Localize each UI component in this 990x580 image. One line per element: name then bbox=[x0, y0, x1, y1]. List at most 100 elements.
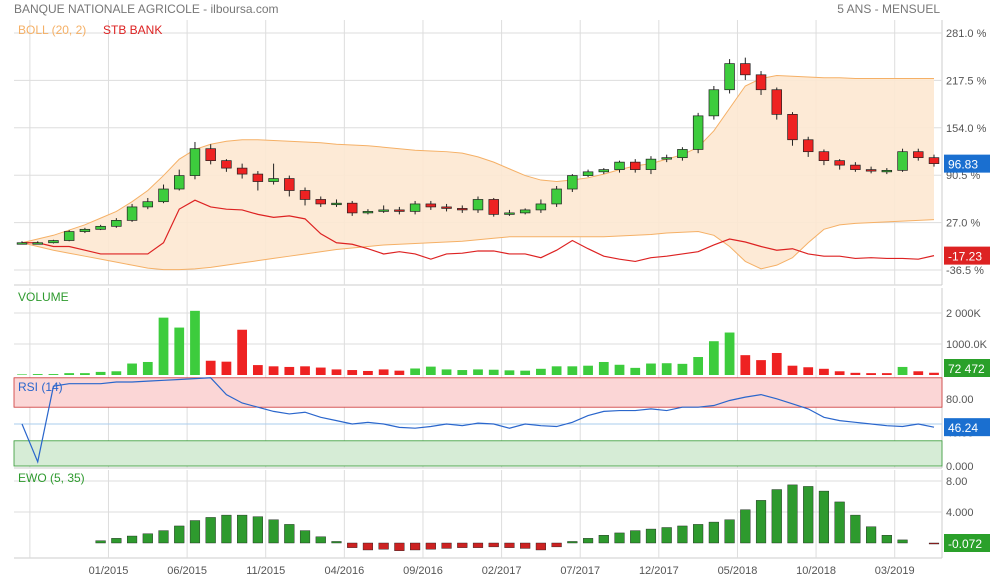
candle bbox=[504, 212, 515, 215]
candle bbox=[897, 151, 908, 171]
x-tick-label: 09/2016 bbox=[403, 565, 443, 577]
ewo-bar bbox=[425, 542, 436, 550]
candle bbox=[16, 242, 28, 245]
volume-bar bbox=[95, 371, 106, 375]
rsi-last-value-bg bbox=[944, 418, 990, 437]
ewo-bar bbox=[645, 528, 657, 544]
volume-bar bbox=[551, 366, 562, 375]
ewo-bar bbox=[724, 519, 735, 544]
ewo-bar bbox=[457, 542, 468, 548]
candle bbox=[126, 206, 138, 221]
candle bbox=[346, 202, 358, 214]
volume-bar bbox=[834, 371, 845, 375]
volume-bar bbox=[300, 366, 310, 375]
ewo-bar bbox=[237, 514, 248, 544]
volume-bar bbox=[520, 370, 531, 375]
volume-bar bbox=[48, 374, 59, 375]
volume-bar bbox=[347, 370, 358, 375]
candle bbox=[582, 171, 594, 176]
bollinger-lower-line bbox=[21, 219, 935, 271]
candle bbox=[111, 220, 122, 227]
ewo-bar bbox=[693, 524, 704, 544]
price-last-value: 96.83 bbox=[948, 158, 978, 172]
volume-bar bbox=[315, 367, 326, 375]
candle bbox=[236, 167, 248, 175]
candle bbox=[755, 74, 767, 91]
volume-last-value: 72 472 bbox=[948, 362, 985, 376]
ewo-bar bbox=[441, 542, 452, 549]
candle bbox=[48, 240, 59, 244]
ewo-bar bbox=[331, 541, 342, 544]
ewo-bar bbox=[221, 514, 232, 544]
ewo-bar bbox=[818, 490, 830, 544]
volume-bar bbox=[237, 329, 248, 375]
candle bbox=[740, 63, 751, 76]
volume-bar bbox=[64, 373, 75, 375]
bollinger-upper-line bbox=[21, 75, 934, 244]
volume-bar bbox=[614, 364, 625, 375]
ewo-y-tick: 8.00 bbox=[946, 476, 967, 488]
candle bbox=[913, 151, 924, 159]
candle bbox=[567, 175, 578, 190]
price-y-tick: 27.0 % bbox=[946, 218, 980, 230]
volume-bar bbox=[693, 357, 704, 375]
candle bbox=[818, 151, 830, 161]
volume-y-tick: 1000.0K bbox=[946, 339, 988, 351]
volume-bar bbox=[913, 371, 924, 375]
candle bbox=[724, 63, 735, 91]
ewo-bar bbox=[866, 526, 877, 544]
volume-bar bbox=[394, 370, 405, 375]
ewo-bar bbox=[205, 517, 216, 544]
ewo-bar bbox=[881, 535, 892, 544]
volume-bar bbox=[410, 368, 420, 375]
candle bbox=[205, 148, 216, 161]
volume-bar bbox=[661, 363, 672, 375]
candle bbox=[441, 206, 452, 209]
ewo-bar bbox=[142, 533, 153, 544]
candle bbox=[268, 178, 279, 182]
volume-bar bbox=[205, 360, 216, 375]
candle bbox=[850, 164, 861, 170]
x-tick-label: 10/2018 bbox=[796, 565, 836, 577]
ewo-bar bbox=[504, 542, 515, 548]
x-tick-label: 06/2015 bbox=[167, 565, 207, 577]
candle bbox=[551, 188, 562, 205]
candle bbox=[457, 208, 468, 211]
volume-bar bbox=[504, 370, 515, 375]
candle bbox=[425, 203, 437, 208]
volume-bar bbox=[32, 374, 43, 375]
x-tick-label: 03/2019 bbox=[875, 565, 915, 577]
volume-bar bbox=[583, 365, 593, 375]
ewo-bar bbox=[268, 519, 279, 544]
ewo-bar bbox=[661, 527, 672, 544]
candle bbox=[488, 199, 499, 215]
price-y-tick: 90.5 % bbox=[946, 170, 980, 182]
ewo-bar bbox=[740, 509, 751, 544]
candle bbox=[174, 175, 185, 190]
price-y-tick: -36.5 % bbox=[946, 265, 984, 277]
ewo-last-value-bg bbox=[944, 534, 990, 552]
ewo-bar bbox=[582, 538, 594, 544]
volume-bar bbox=[425, 366, 436, 375]
volume-bar bbox=[488, 369, 499, 375]
candle bbox=[362, 211, 374, 214]
volume-bar bbox=[929, 372, 939, 375]
stb-bank-line bbox=[22, 199, 935, 263]
ewo-y-tick: 4.000 bbox=[946, 507, 974, 519]
volume-label: VOLUME bbox=[18, 290, 69, 304]
price-last-value-bg bbox=[944, 154, 990, 173]
ewo-bar bbox=[928, 542, 940, 545]
candle bbox=[771, 89, 782, 115]
volume-bar bbox=[441, 369, 452, 375]
volume-bar bbox=[803, 367, 814, 375]
volume-bar bbox=[881, 373, 892, 375]
ewo-bar bbox=[614, 532, 625, 544]
rsi-line bbox=[21, 377, 935, 464]
ewo-bar bbox=[897, 539, 908, 544]
legend-stb: STB BANK bbox=[103, 23, 162, 37]
candle bbox=[519, 209, 531, 214]
ewo-bar bbox=[598, 535, 609, 544]
rsi-oversold-zone bbox=[13, 440, 943, 467]
volume-bar bbox=[268, 366, 279, 375]
